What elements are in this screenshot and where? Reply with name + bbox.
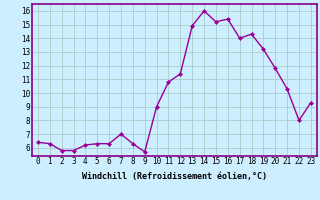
X-axis label: Windchill (Refroidissement éolien,°C): Windchill (Refroidissement éolien,°C): [82, 172, 267, 181]
